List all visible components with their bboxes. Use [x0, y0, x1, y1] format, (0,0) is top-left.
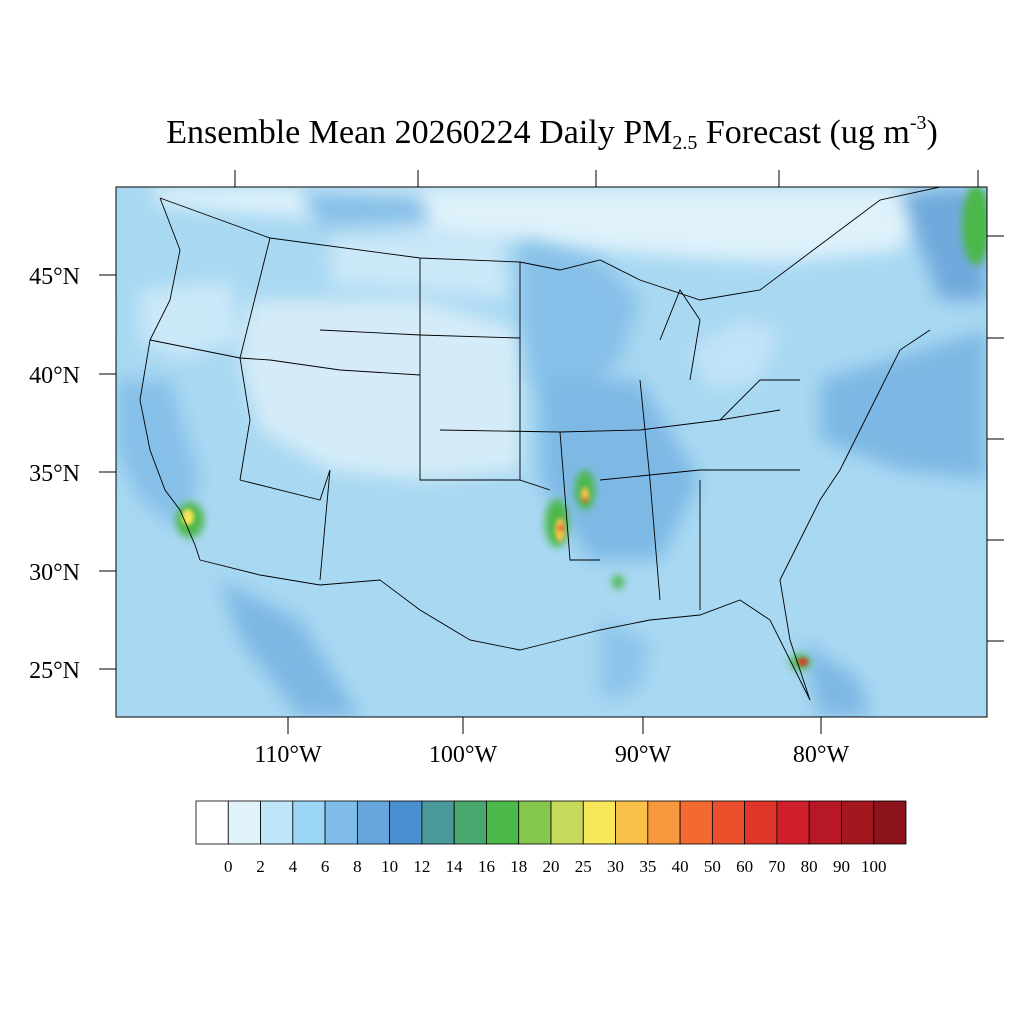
- colorbar-swatch: [711, 800, 746, 845]
- pm25-field: [116, 187, 987, 717]
- colorbar-label: 8: [353, 857, 362, 876]
- colorbar-label: 80: [801, 857, 818, 876]
- colorbar-label: 12: [413, 857, 430, 876]
- lon-label: 100°W: [429, 742, 498, 768]
- colorbar-swatch: [776, 800, 810, 845]
- colorbar-label: 100: [861, 857, 887, 876]
- colorbar-swatch: [647, 800, 681, 845]
- colorbar-label: 18: [510, 857, 527, 876]
- lat-label: 35°N: [29, 461, 80, 487]
- colorbar-label: 2: [256, 857, 265, 876]
- colorbar-swatch: [744, 800, 778, 845]
- colorbar-label: 10: [381, 857, 398, 876]
- right-ticks: [987, 235, 1004, 642]
- colorbar-swatch: [615, 800, 649, 845]
- colorbar-swatch: [841, 800, 875, 845]
- left-ticks: [99, 274, 116, 670]
- state-boundaries: [139, 187, 941, 701]
- colorbar-swatch: [356, 800, 391, 845]
- colorbar-label: 35: [639, 857, 656, 876]
- lat-label: 25°N: [29, 658, 80, 684]
- colorbar-label: 70: [768, 857, 785, 876]
- colorbar-label: 20: [543, 857, 560, 876]
- map-title: Ensemble Mean 20260224 Daily PM2.5 Forec…: [166, 112, 938, 154]
- colorbar-label: 0: [224, 857, 233, 876]
- colorbar-label: 30: [607, 857, 624, 876]
- colorbar-swatch: [808, 800, 842, 845]
- colorbar-swatch: [679, 800, 713, 845]
- colorbar-label: 4: [289, 857, 298, 876]
- colorbar-swatch: [195, 800, 229, 845]
- colorbar-swatch: [389, 800, 423, 845]
- latitude-labels: 45°N 40°N 35°N 30°N 25°N: [29, 264, 80, 684]
- colorbar-label: 16: [478, 857, 495, 876]
- lon-label: 110°W: [254, 742, 322, 768]
- colorbar-label: 50: [704, 857, 721, 876]
- colorbar-swatch: [518, 800, 552, 845]
- colorbar-label: 40: [672, 857, 689, 876]
- map-frame: [115, 186, 988, 718]
- colorbar-swatch: [873, 800, 907, 845]
- colorbar-swatch: [324, 800, 358, 845]
- colorbar-swatch: [421, 800, 455, 845]
- colorbar-label: 90: [833, 857, 850, 876]
- colorbar: 0 2 4 6 8 10 12 14 16 18 20 25 30 35 40 50 60 70 80 90 100: [195, 800, 907, 876]
- lat-label: 40°N: [29, 363, 80, 389]
- colorbar-label: 14: [446, 857, 464, 876]
- colorbar-swatch: [582, 800, 616, 845]
- colorbar-swatch: [453, 800, 487, 845]
- colorbar-swatch: [486, 800, 520, 845]
- colorbar-swatch: [227, 800, 261, 845]
- longitude-labels: 110°W 100°W 90°W 80°W: [254, 742, 849, 768]
- colorbar-label: 60: [736, 857, 753, 876]
- colorbar-label: 6: [321, 857, 330, 876]
- bottom-ticks: [287, 717, 822, 734]
- lat-label: 30°N: [29, 560, 80, 586]
- colorbar-swatch: [292, 800, 326, 845]
- colorbar-label: 25: [575, 857, 592, 876]
- moderate-concentration-areas: [116, 190, 987, 717]
- top-ticks: [234, 170, 979, 187]
- lat-label: 45°N: [29, 264, 80, 290]
- lon-label: 90°W: [615, 742, 672, 768]
- colorbar-swatch: [260, 800, 294, 845]
- colorbar-swatch: [550, 800, 584, 845]
- lon-label: 80°W: [793, 742, 850, 768]
